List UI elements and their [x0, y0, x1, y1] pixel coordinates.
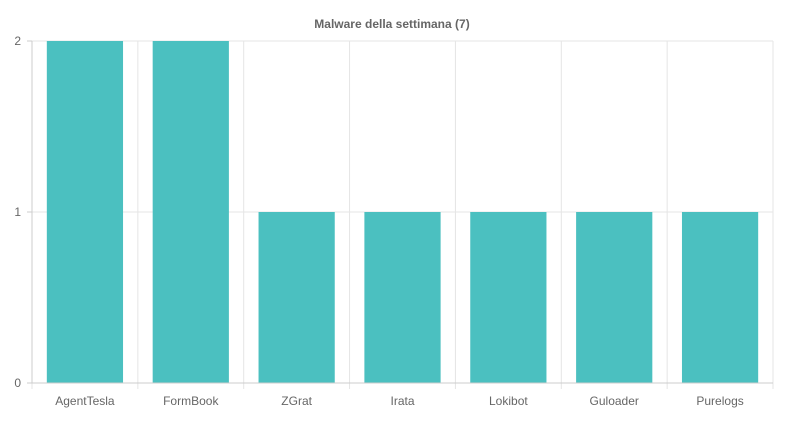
bar-guloader: [576, 212, 653, 383]
x-tick-label: Lokibot: [489, 394, 528, 408]
bar-formbook: [152, 41, 229, 383]
x-tick-label: Purelogs: [696, 394, 743, 408]
bar-lokibot: [470, 212, 547, 383]
x-tick-label: Guloader: [590, 394, 639, 408]
x-tick-label: ZGrat: [281, 394, 312, 408]
bar-agenttesla: [46, 41, 124, 383]
y-tick-label: 2: [14, 34, 21, 48]
axes: [27, 40, 773, 384]
x-tick-label: AgentTesla: [55, 394, 115, 408]
bar-irata: [364, 212, 441, 383]
x-tick-label: FormBook: [163, 394, 219, 408]
chart-title: Malware della settimana (7): [314, 17, 469, 31]
tick-labels: 0 1 2 AgentTesla FormBook ZGrat Irata Lokibot Gu…: [14, 34, 743, 408]
bar-purelogs: [681, 212, 759, 383]
y-tick-label: 0: [14, 376, 21, 390]
bars: [46, 41, 759, 383]
y-tick-label: 1: [14, 205, 21, 219]
bar-zgrat: [258, 212, 335, 383]
x-tick-label: Irata: [390, 394, 414, 408]
